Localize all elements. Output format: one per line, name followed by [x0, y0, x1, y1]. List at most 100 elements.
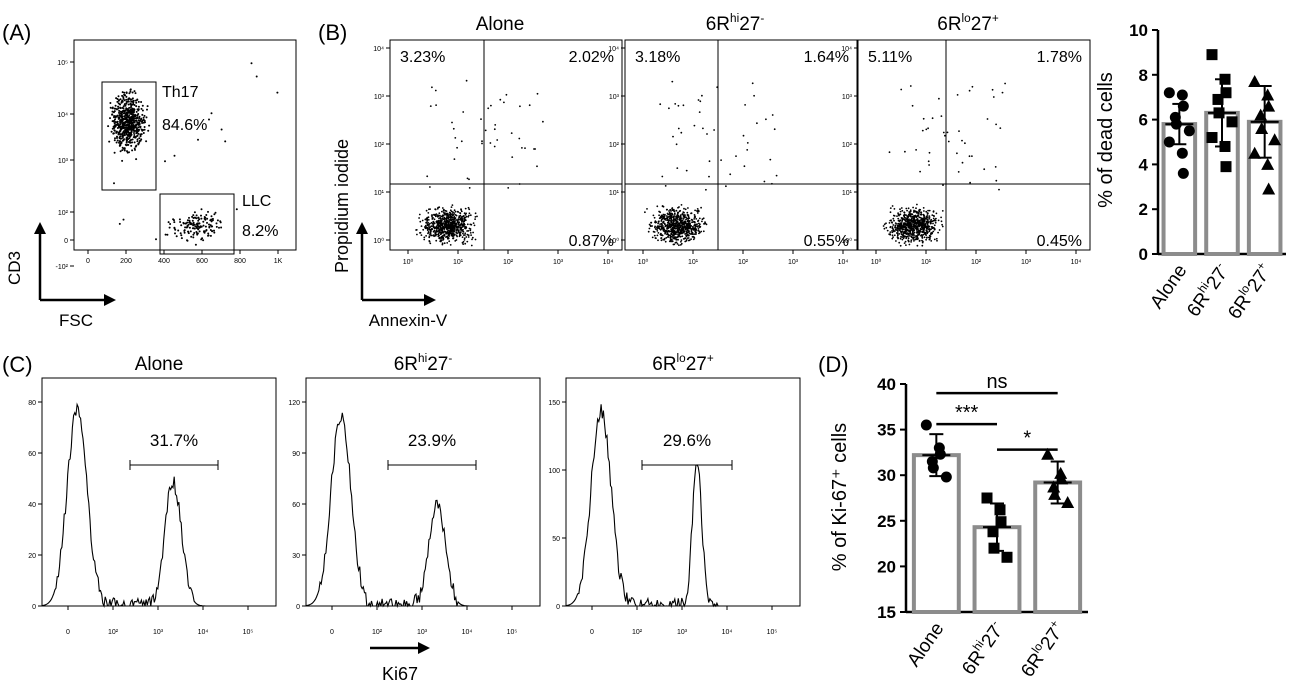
event-dot — [113, 107, 116, 110]
event-dot — [689, 233, 692, 235]
event-dot — [968, 155, 971, 158]
event-dot — [214, 211, 217, 214]
event-dot — [692, 229, 695, 231]
event-dot — [452, 229, 454, 232]
category-label-base: 6R — [1183, 289, 1214, 321]
event-dot — [136, 134, 139, 137]
event-dot — [653, 234, 656, 237]
event-dot — [128, 118, 131, 121]
event-dot — [435, 239, 438, 242]
significance-label: *** — [955, 402, 979, 424]
event-dot — [432, 221, 435, 224]
event-dot — [891, 237, 894, 240]
event-dot — [673, 234, 675, 236]
event-dot — [910, 216, 913, 218]
event-dot — [188, 219, 191, 222]
event-dot — [186, 219, 189, 222]
event-dot — [124, 94, 127, 97]
event-dot — [672, 221, 675, 224]
event-dot — [907, 224, 909, 227]
event-dot — [900, 232, 903, 234]
event-dot — [673, 231, 675, 234]
event-dot — [462, 225, 465, 227]
event-dot — [135, 123, 138, 126]
quadrant-upper-right-pct: 1.64% — [804, 49, 849, 66]
event-dot — [425, 235, 427, 237]
event-dot — [930, 218, 933, 221]
event-dot — [125, 118, 128, 121]
event-dot — [657, 239, 659, 242]
event-dot — [469, 214, 472, 217]
event-dot — [425, 221, 428, 224]
event-dot — [206, 217, 209, 220]
event-dot — [891, 226, 894, 228]
event-dot — [429, 242, 432, 245]
category-label-base: Alone — [1146, 261, 1191, 313]
event-dot — [143, 114, 146, 117]
event-dot — [466, 223, 469, 226]
event-dot — [928, 234, 931, 237]
event-dot — [690, 230, 693, 233]
event-dot — [677, 104, 680, 107]
event-dot — [202, 220, 205, 223]
y-tick-label: -10² — [56, 264, 69, 271]
event-dot — [430, 221, 433, 224]
event-dot — [670, 221, 673, 224]
event-dot — [122, 124, 125, 126]
y-tick-label: 10⁰ — [373, 237, 384, 245]
event-dot — [697, 220, 699, 223]
event-dot — [449, 231, 451, 234]
event-dot — [132, 101, 135, 104]
event-dot — [454, 240, 457, 242]
category-label-base: Alone — [903, 619, 948, 671]
event-dot — [442, 234, 444, 237]
event-dot — [896, 224, 899, 227]
event-dot — [128, 137, 131, 140]
event-dot — [436, 230, 438, 232]
event-dot — [693, 216, 696, 219]
y-tick-label: 150 — [548, 400, 560, 407]
event-dot — [124, 126, 126, 129]
event-dot — [929, 238, 931, 240]
event-dot — [459, 234, 462, 237]
event-dot — [923, 228, 926, 231]
x-ticks: 0 200 400 600 800 1K — [86, 250, 283, 265]
event-dot — [901, 218, 903, 220]
event-dot — [891, 205, 894, 207]
event-dot — [185, 226, 188, 229]
data-point — [1261, 88, 1275, 101]
event-dot — [419, 232, 421, 234]
event-dot — [918, 231, 921, 233]
event-dot — [956, 94, 959, 96]
event-dot — [188, 216, 190, 219]
event-dot — [460, 220, 463, 223]
event-dot — [118, 140, 121, 143]
event-dot — [910, 233, 912, 236]
event-dot — [453, 227, 456, 230]
event-dot — [947, 140, 950, 143]
data-point — [920, 419, 932, 431]
event-dot — [687, 239, 690, 242]
plot-title-mid: 27 — [971, 14, 992, 35]
event-dot — [675, 209, 678, 212]
event-dot — [441, 223, 443, 226]
event-dot — [941, 225, 944, 228]
event-dot — [651, 236, 654, 239]
event-dot — [207, 234, 209, 237]
category-label-base: 6R — [1017, 649, 1048, 681]
y-tick-label: 10³ — [842, 94, 853, 101]
event-dot — [450, 227, 452, 229]
event-dot — [121, 91, 124, 94]
event-dot — [676, 229, 679, 232]
event-dot — [933, 228, 936, 231]
event-dot — [521, 147, 523, 149]
event-dot — [200, 238, 203, 241]
event-dot — [665, 215, 668, 217]
event-dot — [661, 227, 663, 230]
event-dot — [468, 212, 471, 215]
event-dot — [426, 219, 428, 222]
event-dot — [519, 105, 521, 108]
event-dot — [662, 213, 665, 216]
event-dot — [695, 231, 697, 234]
event-dot — [119, 98, 122, 101]
